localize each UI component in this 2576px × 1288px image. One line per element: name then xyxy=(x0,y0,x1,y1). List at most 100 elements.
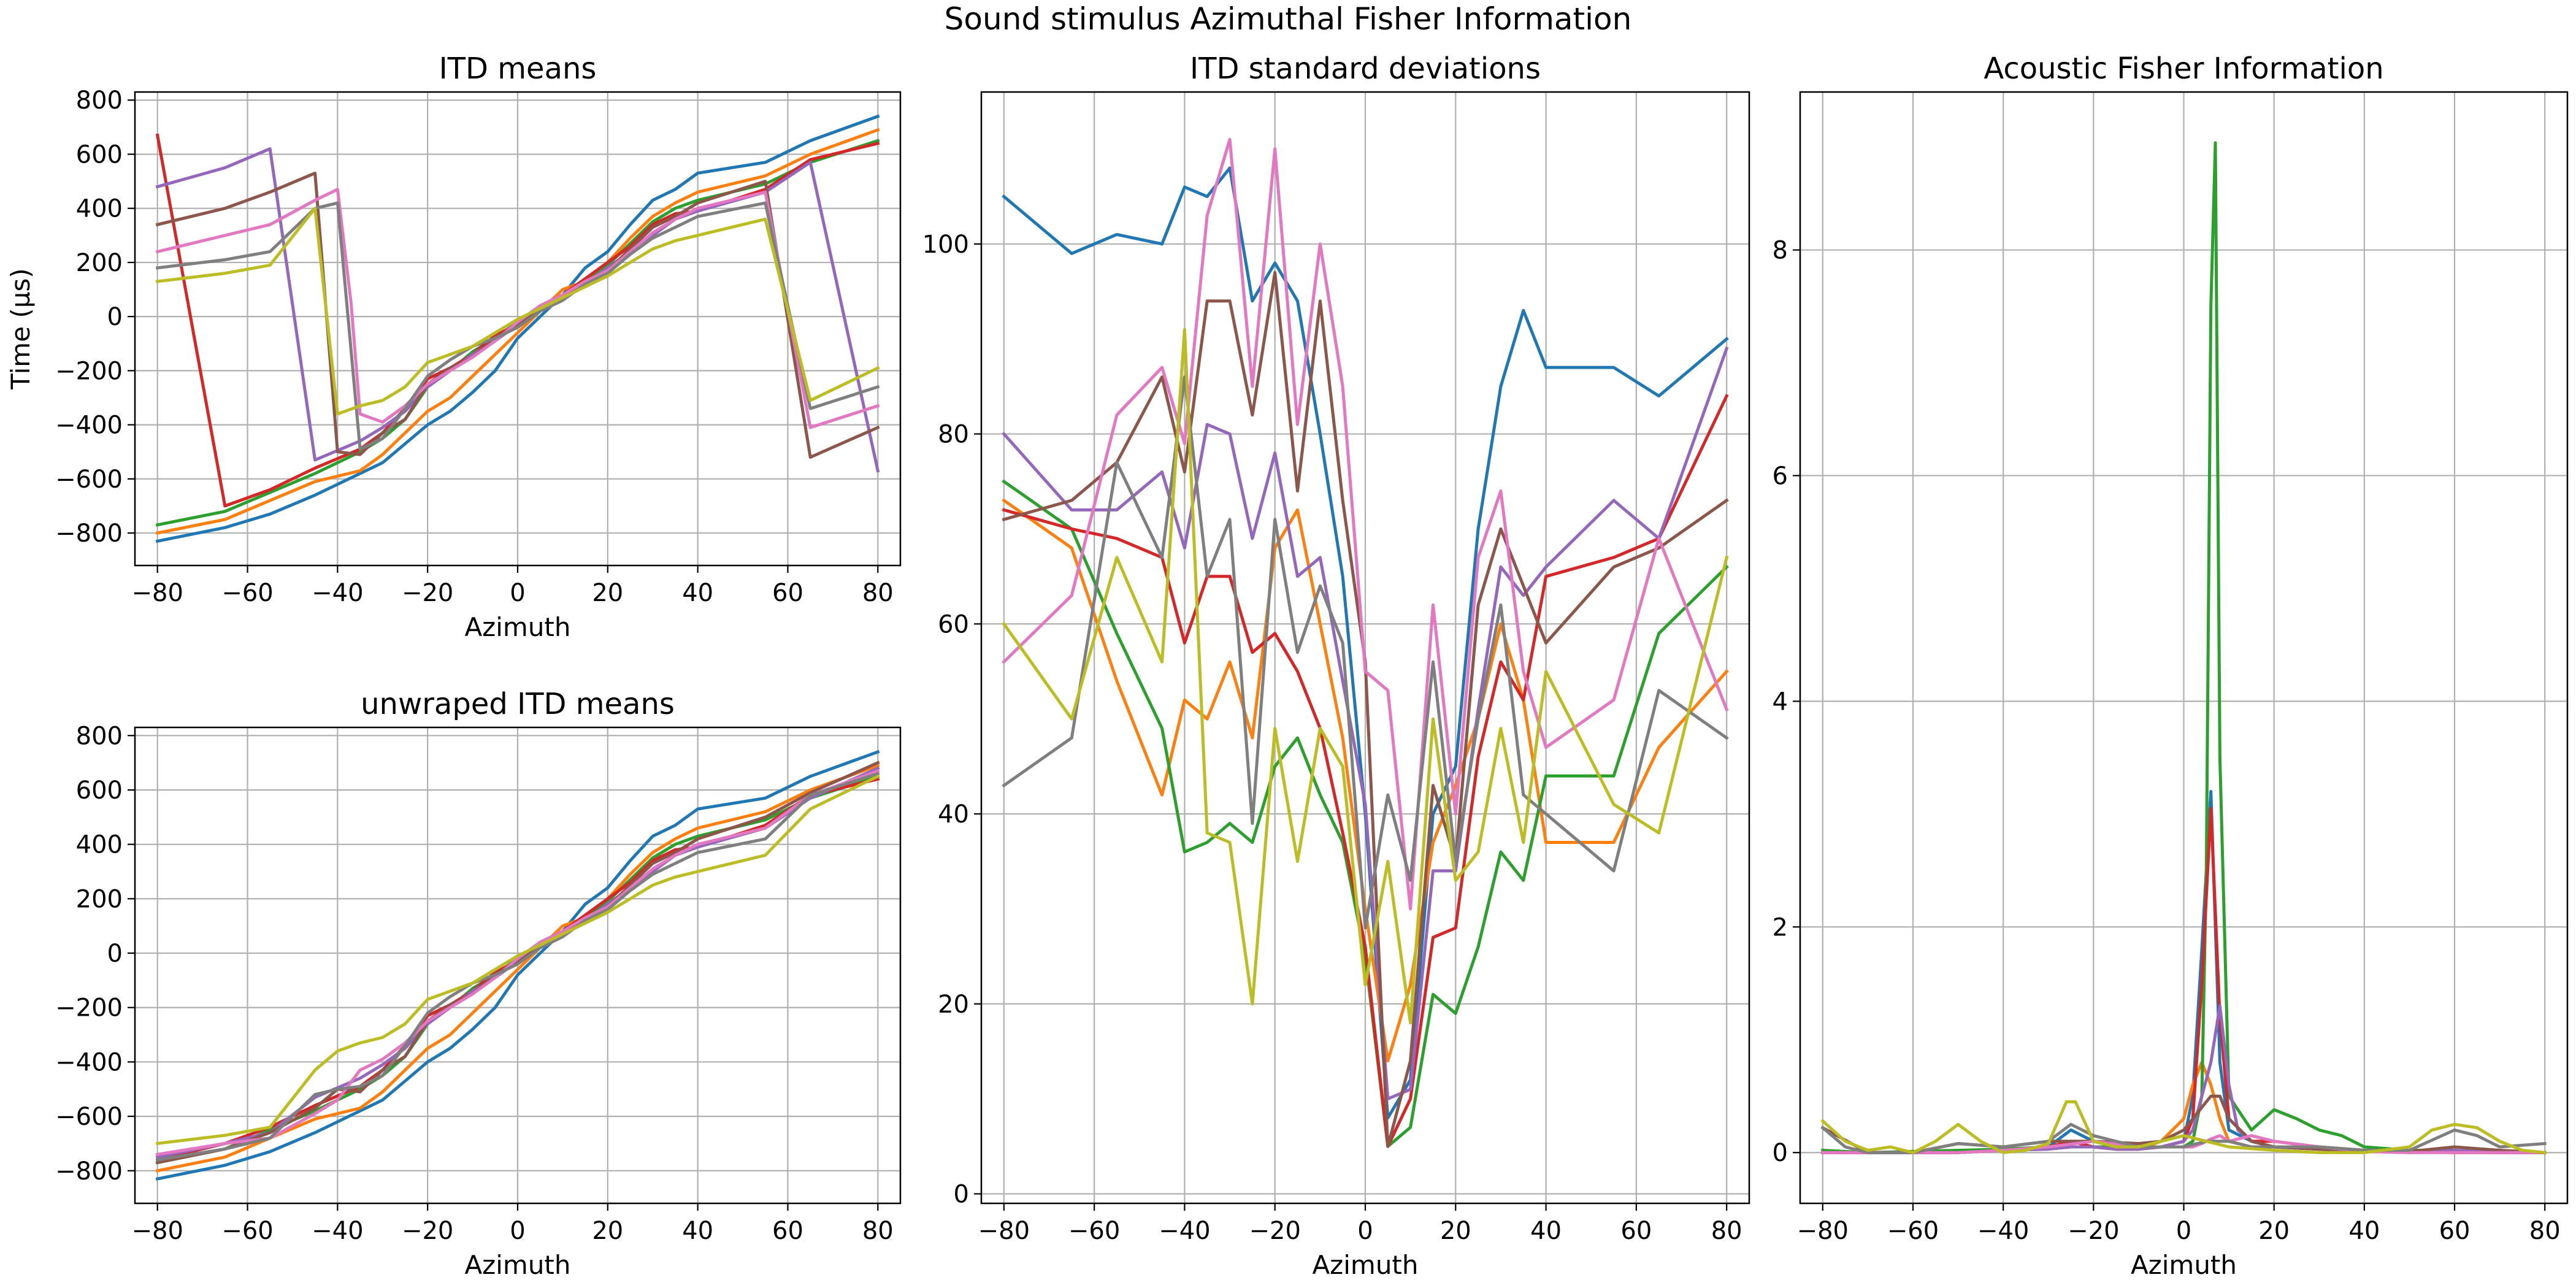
panel-itd-means-xlabel: Azimuth xyxy=(464,612,570,642)
panel-fisher-info-series xyxy=(1820,141,2547,1154)
panel-itd-means-ylabel: Time (μs) xyxy=(6,268,36,390)
itd-std-series-7-line xyxy=(1002,137,1729,911)
panel-itd-means-grid xyxy=(135,92,900,565)
unwrapped-itd-means-xtick-label: −20 xyxy=(402,1217,453,1245)
itd-std-series-3-line xyxy=(1002,479,1729,1148)
unwrapped-itd-means-ytick-label: 400 xyxy=(76,831,123,859)
itd-std-xtick-label: −80 xyxy=(978,1217,1030,1245)
panel-itd-means: −80 −60 −40 −20 0 20 40 60 80−800−600−400−200020… xyxy=(6,52,902,642)
itd-std-xtick-label: −20 xyxy=(1249,1217,1300,1245)
unwrapped-itd-means-ytick-label: 0 xyxy=(107,940,123,968)
itd-means-series-2-line xyxy=(155,128,880,535)
fisher-info-xtick-label: 40 xyxy=(2348,1217,2380,1245)
fisher-info-ytick-label: 6 xyxy=(1773,462,1788,490)
unwrapped-itd-means-xtick-label: 0 xyxy=(510,1217,525,1245)
fisher-info-ytick-label: 4 xyxy=(1773,688,1788,716)
itd-std-xtick-label: 40 xyxy=(1530,1217,1562,1245)
panel-itd-std-xlabel: Azimuth xyxy=(1312,1250,1418,1280)
panel-itd-std-title: ITD standard deviations xyxy=(1190,52,1541,86)
unwrapped-itd-means-xtick-label: −80 xyxy=(131,1217,183,1245)
itd-means-xtick-label: 20 xyxy=(592,579,623,607)
unwrapped-itd-means-xtick-label: −40 xyxy=(312,1217,363,1245)
unwrapped-itd-means-xtick-label: 20 xyxy=(592,1217,623,1245)
itd-means-ytick-label: −600 xyxy=(55,466,123,494)
itd-means-ytick-label: 600 xyxy=(76,140,123,169)
fisher-info-xtick-label: 20 xyxy=(2258,1217,2290,1245)
itd-std-ytick-label: 80 xyxy=(938,421,969,449)
itd-means-series-8-line xyxy=(155,201,880,451)
itd-means-series-7-line xyxy=(155,188,880,429)
fisher-info-xtick-label: −60 xyxy=(1887,1217,1939,1245)
unwrapped-itd-means-xtick-label: 40 xyxy=(682,1217,713,1245)
panel-unwrapped-itd-means-series xyxy=(155,749,880,1181)
panel-itd-means-title: ITD means xyxy=(439,52,597,86)
itd-std-series-9-line xyxy=(1002,328,1729,1025)
unwrapped-itd-means-series-2-line xyxy=(155,763,880,1173)
panel-itd-std: −80 −60 −40 −20 0 20 40 60 80 0 20 40 60 80 100 ITD st… xyxy=(922,52,1750,1280)
unwrapped-itd-means-ytick-label: 600 xyxy=(76,776,123,805)
itd-std-xtick-label: 80 xyxy=(1711,1217,1742,1245)
itd-means-xtick-label: 60 xyxy=(772,579,803,607)
itd-std-ytick-label: 20 xyxy=(938,991,969,1019)
itd-means-xtick-label: −60 xyxy=(221,579,273,607)
fisher-info-ytick-label: 2 xyxy=(1773,913,1788,941)
panel-fisher-info-grid xyxy=(1800,92,2567,1203)
itd-std-xtick-label: −60 xyxy=(1068,1217,1120,1245)
unwrapped-itd-means-xtick-label: 80 xyxy=(862,1217,894,1245)
panel-unwrapped-itd-means-ticks: −80 −60 −40 −20 0 20 40 60 80−800−600−400−200020… xyxy=(55,722,894,1245)
itd-means-xtick-label: 40 xyxy=(682,579,713,607)
panel-fisher-info-title: Acoustic Fisher Information xyxy=(1984,52,2383,86)
fisher-info-ytick-label: 8 xyxy=(1773,237,1788,265)
panel-itd-std-ticks: −80 −60 −40 −20 0 20 40 60 80 0 20 40 60 80 100 xyxy=(922,231,1742,1245)
itd-means-xtick-label: −20 xyxy=(402,579,453,607)
panel-unwrapped-itd-means: −80 −60 −40 −20 0 20 40 60 80−800−600−400−200020… xyxy=(55,687,902,1280)
panel-unwrapped-itd-means-grid xyxy=(135,727,900,1203)
panel-unwrapped-itd-means-title: unwraped ITD means xyxy=(361,687,675,721)
fisher-info-ytick-label: 0 xyxy=(1773,1139,1788,1167)
itd-means-xtick-label: 0 xyxy=(510,579,525,607)
itd-std-series-2-line xyxy=(1002,498,1729,1063)
panel-fisher-info-xlabel: Azimuth xyxy=(2131,1250,2237,1280)
fisher-info-xtick-label: 0 xyxy=(2176,1217,2191,1245)
unwrapped-itd-means-series-8-line xyxy=(155,772,880,1162)
fisher-info-series-8-line xyxy=(1820,1122,2547,1154)
itd-means-xtick-label: −40 xyxy=(312,579,363,607)
itd-std-ytick-label: 60 xyxy=(938,610,969,638)
itd-means-xtick-label: 80 xyxy=(862,579,894,607)
fisher-info-xtick-label: 80 xyxy=(2529,1217,2561,1245)
itd-means-series-9-line xyxy=(155,207,880,416)
itd-std-series-6-line xyxy=(1002,270,1729,1148)
itd-means-ytick-label: 800 xyxy=(76,86,123,115)
unwrapped-itd-means-xtick-label: −60 xyxy=(221,1217,273,1245)
fisher-info-xtick-label: −80 xyxy=(1797,1217,1849,1245)
itd-means-ytick-label: −200 xyxy=(55,357,123,385)
figure-title: Sound stimulus Azimuthal Fisher Informat… xyxy=(944,1,1632,37)
itd-std-xtick-label: 0 xyxy=(1357,1217,1373,1245)
unwrapped-itd-means-ytick-label: −200 xyxy=(55,994,123,1022)
itd-std-ytick-label: 0 xyxy=(954,1181,969,1209)
unwrapped-itd-means-xtick-label: 60 xyxy=(772,1217,803,1245)
itd-means-xtick-label: −80 xyxy=(131,579,183,607)
itd-means-ytick-label: 200 xyxy=(76,249,123,277)
unwrapped-itd-means-ytick-label: −800 xyxy=(55,1157,123,1186)
itd-std-xtick-label: 60 xyxy=(1620,1217,1652,1245)
fisher-info-xtick-label: 60 xyxy=(2439,1217,2471,1245)
panel-fisher-info: −80 −60 −40 −20 0 20 40 60 80 0 2 4 6 8 Acoustic Fish… xyxy=(1773,52,2569,1280)
unwrapped-itd-means-ytick-label: −400 xyxy=(55,1048,123,1076)
itd-means-ytick-label: −400 xyxy=(55,412,123,440)
itd-means-ytick-label: 400 xyxy=(76,195,123,223)
fisher-info-xtick-label: −20 xyxy=(2068,1217,2119,1245)
itd-std-series-5-line xyxy=(1002,347,1729,1101)
unwrapped-itd-means-ytick-label: −600 xyxy=(55,1103,123,1131)
fisher-info-series-9-line xyxy=(1820,1100,2547,1154)
unwrapped-itd-means-series-1-line xyxy=(155,749,880,1181)
itd-means-series-1-line xyxy=(155,114,880,543)
unwrapped-itd-means-ytick-label: 200 xyxy=(76,885,123,913)
itd-std-series-1-line xyxy=(1002,166,1729,1120)
panel-itd-std-grid xyxy=(981,92,1749,1203)
panel-itd-means-ticks: −80 −60 −40 −20 0 20 40 60 80−800−600−400−200020… xyxy=(55,86,894,607)
itd-std-xtick-label: 20 xyxy=(1440,1217,1471,1245)
panel-fisher-info-ticks: −80 −60 −40 −20 0 20 40 60 80 0 2 4 6 8 xyxy=(1773,237,2561,1245)
fisher-info-xtick-label: −40 xyxy=(1977,1217,2029,1245)
